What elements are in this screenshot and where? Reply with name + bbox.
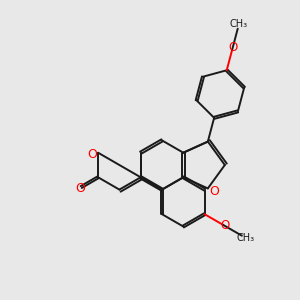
Text: O: O — [75, 182, 85, 195]
Text: CH₃: CH₃ — [230, 19, 248, 29]
Text: O: O — [209, 185, 219, 198]
Text: O: O — [228, 41, 237, 54]
Text: O: O — [88, 148, 98, 161]
Text: O: O — [220, 219, 230, 232]
Text: CH₃: CH₃ — [237, 233, 255, 243]
